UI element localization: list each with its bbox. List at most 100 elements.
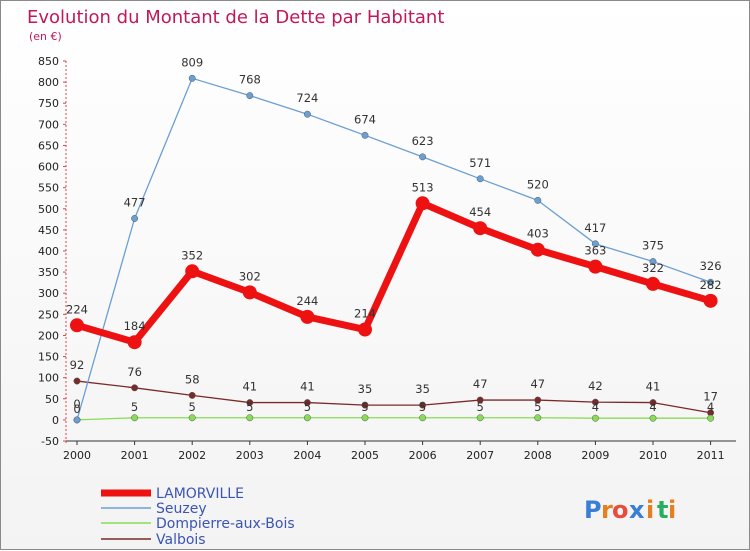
data-point — [131, 384, 139, 392]
y-tick-label: 250 — [38, 308, 59, 321]
data-label: 513 — [412, 180, 434, 194]
data-point — [419, 153, 427, 161]
y-tick-label: 650 — [38, 139, 59, 152]
data-label: 5 — [189, 400, 196, 414]
data-label: 302 — [239, 269, 261, 283]
data-label: 477 — [124, 195, 146, 209]
x-tick-label: 2004 — [293, 449, 321, 462]
data-label: 809 — [181, 55, 203, 69]
x-tick-label: 2005 — [351, 449, 379, 462]
x-tick-label: 2003 — [236, 449, 264, 462]
data-label: 623 — [412, 134, 434, 148]
data-label: 4 — [592, 400, 599, 414]
series-line-1 — [76, 77, 711, 421]
data-label: 5 — [477, 400, 484, 414]
data-point — [361, 131, 369, 139]
data-point — [707, 414, 715, 422]
data-point — [303, 110, 311, 118]
data-point — [591, 414, 599, 422]
data-label: 5 — [304, 400, 311, 414]
data-point — [246, 92, 254, 100]
brand-letter: t — [657, 496, 668, 524]
y-tick-label: 450 — [38, 224, 59, 237]
data-point — [303, 414, 311, 422]
data-point — [534, 196, 542, 204]
brand-letter: i — [668, 496, 676, 524]
data-point — [476, 414, 484, 422]
data-label: 520 — [527, 177, 549, 191]
data-label: 35 — [358, 382, 373, 396]
data-label: 282 — [700, 278, 722, 292]
y-tick-label: 500 — [38, 203, 59, 216]
data-point — [73, 377, 81, 385]
x-tick-label: 2008 — [524, 449, 552, 462]
data-point — [361, 414, 369, 422]
y-tick-label: 400 — [38, 245, 59, 258]
data-point — [300, 309, 315, 324]
brand-letter: o — [612, 496, 629, 524]
data-label: 92 — [70, 358, 85, 372]
x-tick-label: 2001 — [121, 449, 149, 462]
data-point — [588, 259, 603, 274]
data-label: 768 — [239, 73, 261, 87]
data-point — [70, 318, 84, 333]
y-tick-label: 750 — [38, 97, 59, 110]
y-tick-label: 0 — [52, 414, 59, 427]
x-tick-label: 2011 — [697, 449, 725, 462]
brand-letter: r — [601, 496, 613, 524]
data-point — [358, 322, 372, 337]
brand-letter: x — [629, 496, 645, 524]
data-point — [591, 240, 599, 248]
chart-subtitle: (en €) — [29, 30, 62, 43]
series-line-0 — [76, 199, 712, 346]
data-point — [127, 335, 142, 350]
series-line-3 — [76, 380, 711, 414]
data-label: 17 — [703, 390, 718, 404]
data-label: 184 — [124, 319, 146, 333]
data-point — [303, 399, 311, 407]
data-label: 0 — [73, 397, 80, 411]
data-label: 224 — [66, 302, 88, 316]
data-point — [649, 399, 657, 407]
data-label: 4 — [649, 400, 656, 414]
data-point — [473, 221, 488, 236]
x-tick-label: 2002 — [178, 449, 206, 462]
x-tick-label: 2009 — [581, 449, 609, 462]
data-point — [73, 416, 81, 424]
data-point — [703, 293, 718, 308]
data-point — [361, 401, 369, 409]
legend-label: LAMORVILLE — [156, 486, 244, 502]
y-tick-label: 700 — [38, 118, 59, 131]
series-layer — [70, 74, 718, 424]
y-tick-label: 200 — [38, 329, 59, 342]
legend-label: Valbois — [156, 532, 206, 548]
data-label: 58 — [185, 372, 200, 386]
chart-title: Evolution du Montant de la Dette par Hab… — [27, 7, 444, 28]
data-point — [476, 175, 484, 183]
data-label: 214 — [354, 307, 376, 321]
data-point — [131, 215, 139, 222]
data-point — [188, 74, 196, 82]
data-label: 375 — [642, 239, 664, 253]
data-label: 5 — [131, 400, 138, 414]
legend: LAMORVILLESeuzeyDompierre-aux-BoisValboi… — [101, 486, 295, 548]
y-tick-label: 850 — [38, 55, 59, 68]
data-label: 571 — [469, 156, 491, 170]
data-point — [646, 276, 660, 291]
data-point — [246, 414, 254, 422]
data-point — [649, 414, 657, 422]
y-tick-label: 350 — [38, 266, 59, 279]
brand-letter: P — [584, 496, 602, 524]
x-tick-label: 2000 — [63, 449, 91, 462]
data-point — [415, 196, 430, 211]
x-tick-label: 2007 — [466, 449, 494, 462]
data-point — [188, 391, 196, 399]
y-tick-label: 600 — [38, 161, 59, 174]
x-tick-label: 2006 — [409, 449, 437, 462]
data-label: 47 — [473, 377, 488, 391]
data-point — [131, 414, 139, 422]
x-tick-label: 2010 — [639, 449, 667, 462]
data-label: 322 — [642, 261, 664, 275]
